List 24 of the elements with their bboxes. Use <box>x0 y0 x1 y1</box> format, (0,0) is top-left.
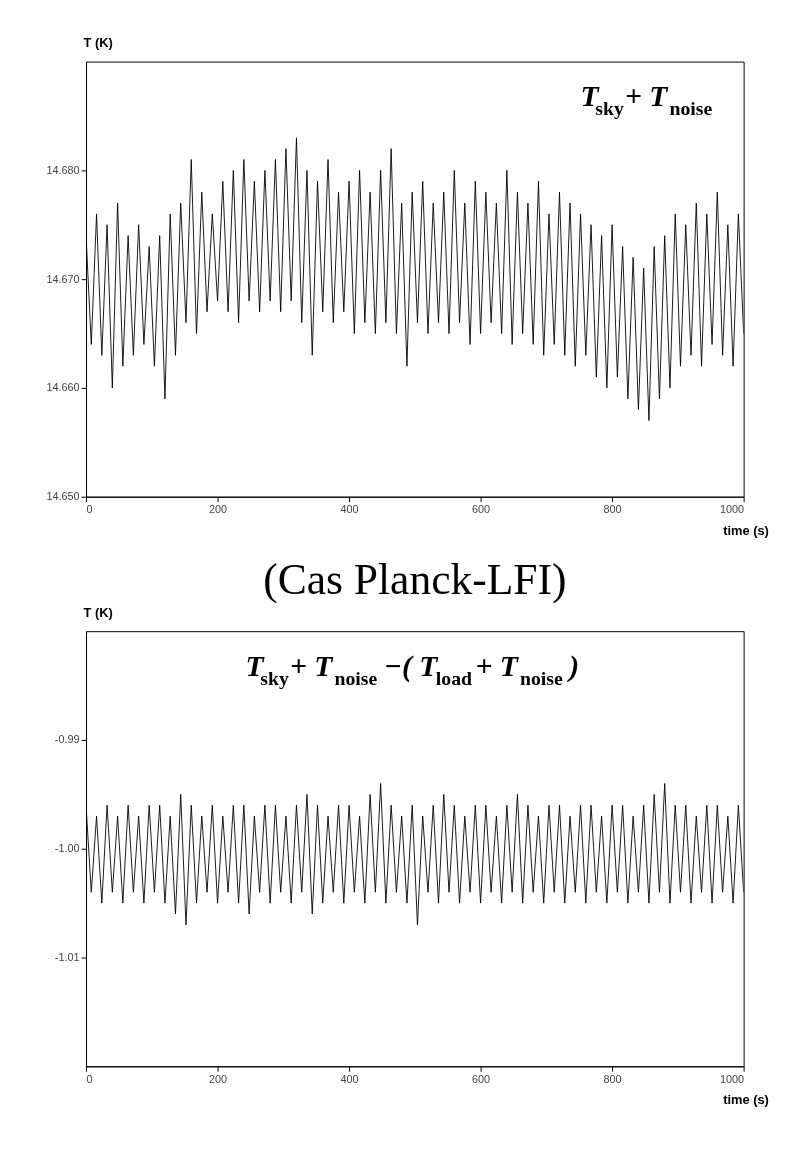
x-tick-label: 1000 <box>719 1072 745 1085</box>
x-tick-label: 200 <box>208 503 228 516</box>
y-axis-title: T (K) <box>83 604 113 620</box>
y-tick-label: -0.99 <box>54 733 80 746</box>
x-tick-label: 200 <box>208 1072 228 1085</box>
x-axis-title: time (s) <box>723 522 769 538</box>
y-tick-label: -1.01 <box>54 950 80 963</box>
x-tick-label: 400 <box>340 503 359 516</box>
x-tick-label: 800 <box>603 503 622 516</box>
y-tick-label: 14.680 <box>46 163 80 176</box>
x-tick-label: 400 <box>340 1072 359 1085</box>
x-tick-label: 600 <box>472 1072 491 1085</box>
x-tick-label: 1000 <box>719 503 745 516</box>
y-tick-label: 14.670 <box>46 272 80 285</box>
x-tick-label: 0 <box>86 1072 93 1085</box>
y-axis-title: T (K) <box>83 35 113 51</box>
y-tick-label: 14.660 <box>46 381 80 394</box>
x-axis-title: time (s) <box>723 1092 769 1108</box>
x-tick-label: 600 <box>472 503 491 516</box>
chart-title: (Cas Planck-LFI) <box>263 554 567 604</box>
x-tick-label: 800 <box>603 1072 622 1085</box>
x-tick-label: 0 <box>86 503 93 516</box>
y-tick-label: -1.00 <box>54 842 80 855</box>
y-tick-label: 14.650 <box>46 490 80 503</box>
